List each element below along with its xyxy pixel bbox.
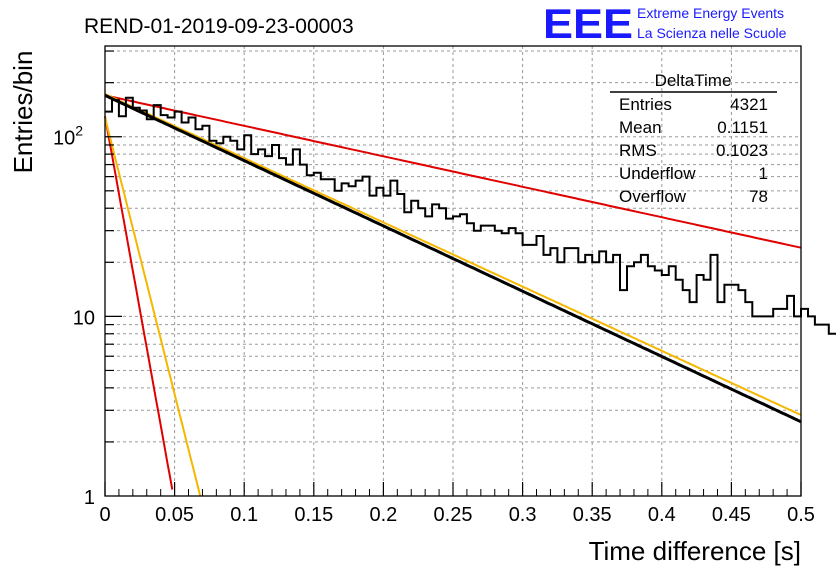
tick-labels: 0 0.05 0.1 0.15 0.2 0.25 0.3 0.35 0.4 0.45 0.5 1 10 1… bbox=[53, 123, 815, 526]
x-tick-label: 0.2 bbox=[369, 504, 397, 526]
axis-ticks bbox=[104, 50, 802, 496]
y-axis-label: Entries/bin bbox=[8, 51, 38, 174]
stats-label-rms: RMS bbox=[619, 141, 657, 160]
stats-label-overflow: Overflow bbox=[619, 187, 687, 206]
stats-value-underflow: 1 bbox=[759, 164, 768, 183]
fit-curve-1 bbox=[104, 94, 802, 249]
y-tick-label: 1 bbox=[84, 487, 95, 509]
fit-curve-5 bbox=[104, 117, 202, 496]
histogram-series bbox=[105, 96, 836, 335]
histogram-outline bbox=[105, 96, 836, 335]
x-tick-label: 0.25 bbox=[434, 504, 473, 526]
chart-title: REND-01-2019-09-23-00003 bbox=[84, 15, 354, 38]
stats-value-rms: 0.1023 bbox=[716, 141, 768, 160]
stats-label-entries: Entries bbox=[619, 95, 672, 114]
x-tick-label: 0.1 bbox=[230, 504, 258, 526]
stats-value-mean: 0.1151 bbox=[717, 118, 768, 137]
fit-curve-2 bbox=[104, 93, 802, 416]
logo-line-1: Extreme Energy Events bbox=[637, 5, 784, 21]
stats-box: DeltaTime Entries 4321 Mean 0.1151 RMS 0… bbox=[610, 71, 777, 206]
x-tick-label: 0.3 bbox=[509, 504, 537, 526]
x-tick-label: 0 bbox=[99, 504, 110, 526]
stats-value-entries: 4321 bbox=[730, 95, 768, 114]
stats-label-mean: Mean bbox=[619, 118, 662, 137]
x-tick-label: 0.15 bbox=[294, 504, 333, 526]
x-axis-label: Time difference [s] bbox=[589, 536, 801, 566]
y-tick-label: 102 bbox=[53, 123, 83, 150]
fit-curve-4 bbox=[104, 116, 174, 490]
grid-lines bbox=[105, 46, 801, 496]
stats-name: DeltaTime bbox=[655, 71, 732, 90]
stats-label-underflow: Underflow bbox=[619, 164, 696, 183]
x-tick-label: 0.45 bbox=[712, 504, 751, 526]
logo-line-2: La Scienza nelle Scuole bbox=[637, 25, 787, 41]
eee-logo: EEE bbox=[543, 0, 633, 47]
fit-curve-3 bbox=[104, 93, 802, 424]
fit-curves bbox=[104, 93, 802, 496]
x-tick-label: 0.05 bbox=[155, 504, 194, 526]
stats-value-overflow: 78 bbox=[749, 187, 768, 206]
x-tick-label: 0.4 bbox=[648, 504, 676, 526]
x-tick-label: 0.5 bbox=[787, 504, 815, 526]
y-tick-label: 10 bbox=[73, 307, 95, 329]
x-tick-label: 0.35 bbox=[573, 504, 612, 526]
